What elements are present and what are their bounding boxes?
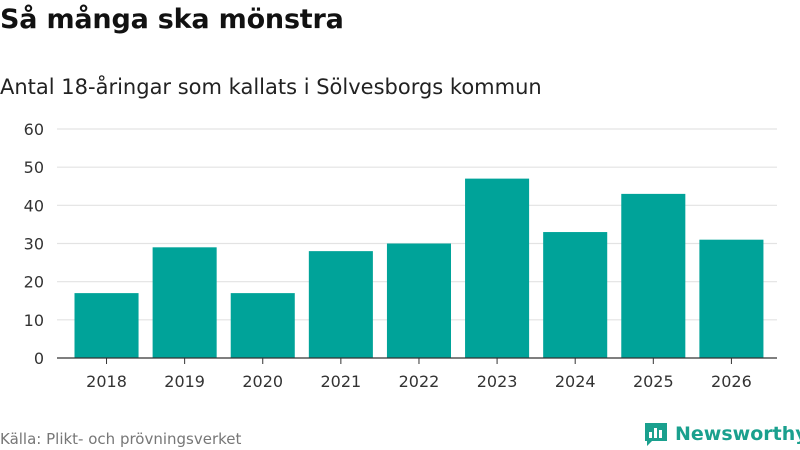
x-tick-label: 2026 [711,372,752,391]
x-tick-label: 2018 [86,372,127,391]
x-tick-label: 2025 [633,372,674,391]
x-axis-ticks: 2018 2019 2020 2021 2022 2023 2024 2025 2026 [86,358,752,391]
brand-logo: Newsworthy [643,420,800,448]
bar-2022 [386,243,451,358]
y-tick-label: 40 [24,196,44,215]
bar-2024 [543,232,608,358]
y-tick-label: 60 [24,120,44,139]
x-tick-label: 2024 [555,372,596,391]
y-tick-label: 30 [24,235,44,254]
source-note: Källa: Plikt- och prövningsverket [0,430,242,448]
bar-2026 [699,239,764,358]
x-tick-label: 2023 [477,372,518,391]
bar-2023 [465,178,530,358]
bars [74,178,764,358]
x-tick-label: 2019 [164,372,205,391]
y-tick-label: 20 [24,273,44,292]
brand-name: Newsworthy [675,423,800,445]
y-tick-label: 0 [34,349,44,368]
newsworthy-logo-icon [645,423,667,446]
bar-2019 [152,247,217,358]
y-tick-label: 10 [24,311,44,330]
x-tick-label: 2022 [399,372,440,391]
chart-subtitle: Antal 18-åringar som kallats i Sölvesbor… [0,75,542,99]
x-tick-label: 2020 [242,372,283,391]
y-tick-label: 50 [24,158,44,177]
bar-2025 [621,193,686,358]
y-axis-ticks: 0 10 20 30 40 50 60 [24,120,44,368]
bar-2020 [230,293,295,358]
chart-title: Så många ska mönstra [0,4,344,35]
bar-2021 [308,251,373,358]
x-tick-label: 2021 [320,372,361,391]
bar-2018 [74,293,139,358]
